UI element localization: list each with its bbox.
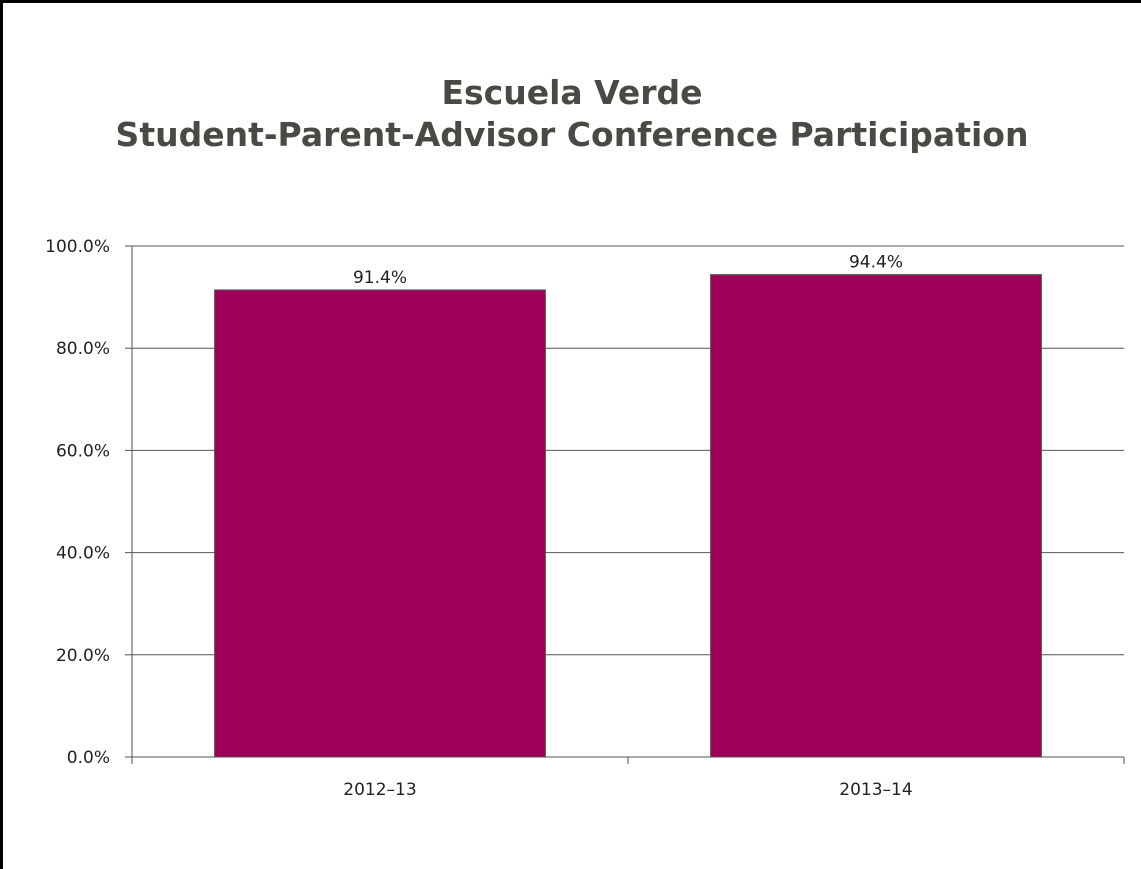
y-tick-label: 60.0% [56,441,110,461]
x-tick-label: 2013–14 [839,780,912,800]
chart-title: Escuela Verde Student-Parent-Advisor Con… [3,72,1141,156]
bar-1 [214,289,546,758]
bars [214,274,1042,758]
y-tick-label: 0.0% [67,748,110,768]
bar-2 [710,274,1042,758]
y-tick-label: 80.0% [56,339,110,359]
y-tick-label: 100.0% [45,237,110,257]
labels: 0.0% 20.0% 40.0% 60.0% 80.0% 100.0% 91.4% 2012–… [45,237,913,800]
bar-value-label: 94.4% [849,253,903,273]
x-tick-label: 2012–13 [343,780,416,800]
y-tick-label: 40.0% [56,544,110,564]
chart-title-line-1: Escuela Verde [441,73,703,112]
y-tick-label: 20.0% [56,646,110,666]
bar-value-label: 91.4% [353,268,407,288]
chart-title-line-2: Student-Parent-Advisor Conference Partic… [115,115,1029,154]
